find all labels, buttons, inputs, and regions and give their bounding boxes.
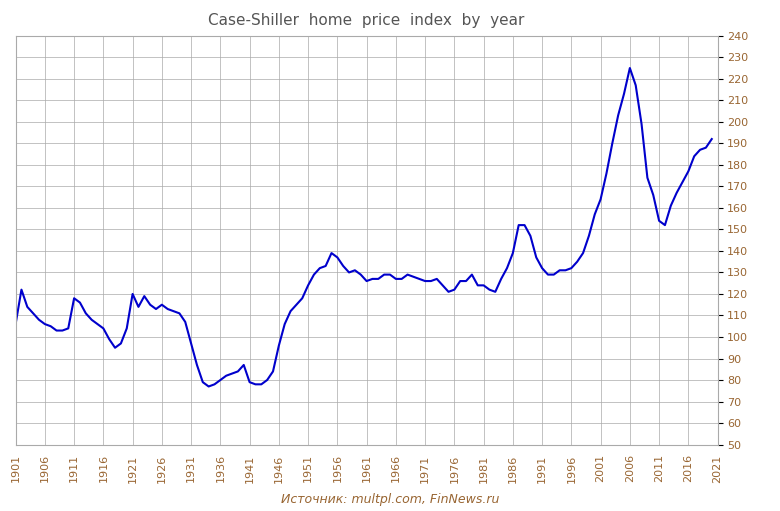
Title: Case-Shiller  home  price  index  by  year: Case-Shiller home price index by year: [208, 13, 525, 28]
Text: Источник: multpl.com, FinNews.ru: Источник: multpl.com, FinNews.ru: [281, 493, 499, 506]
